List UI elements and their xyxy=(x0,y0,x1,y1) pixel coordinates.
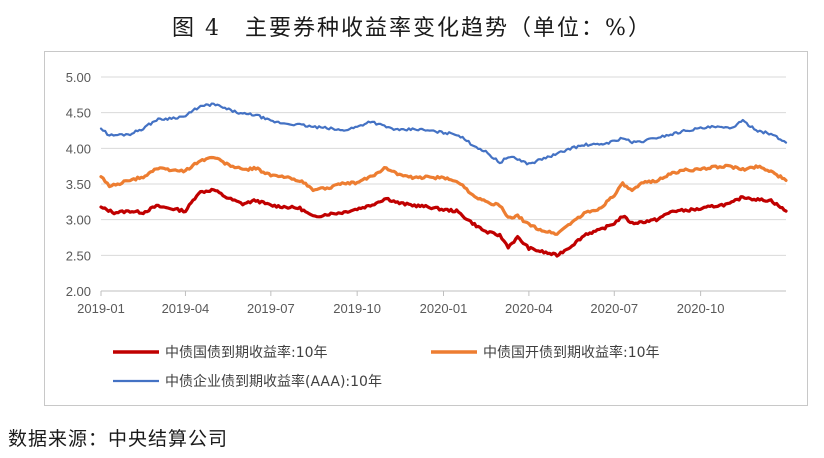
x-tick-label: 2019-07 xyxy=(247,301,295,316)
y-tick-label: 4.50 xyxy=(66,106,91,121)
x-tick-label: 2020-01 xyxy=(420,301,468,316)
legend: 中债国债到期收益率:10年 中债国开债到期收益率:10年中债企业债到期收益率(AA… xyxy=(113,344,660,390)
y-tick-label: 3.00 xyxy=(66,213,91,228)
x-tick-label: 2019-04 xyxy=(162,301,210,316)
x-tick-label: 2020-10 xyxy=(677,301,725,316)
source-note: 数据来源：中央结算公司 xyxy=(8,428,229,450)
legend-label-1: 中债国开债到期收益率:10年 xyxy=(483,344,660,361)
legend-label-2: 中债企业债到期收益率(AAA):10年 xyxy=(165,373,382,390)
y-tick-label: 5.00 xyxy=(66,70,91,85)
y-tick-label: 2.00 xyxy=(66,284,91,299)
series-line-0 xyxy=(99,187,788,258)
legend-label-0: 中债国债到期收益率:10年 xyxy=(165,344,328,361)
x-tick-label: 2019-01 xyxy=(77,301,125,316)
x-tick-label: 2020-07 xyxy=(590,301,638,316)
gridlines xyxy=(101,76,786,292)
chart-area xyxy=(44,51,808,406)
axes: 5.00 4.50 4.00 3.50 3.00 2.50 2.00 2019-01 2019-… xyxy=(66,70,786,316)
y-tick-label: 3.50 xyxy=(66,177,91,192)
chart-title: 图 4 主要券种收益率变化趋势（单位：%） xyxy=(172,16,652,41)
series-line-2 xyxy=(99,102,788,166)
y-tick-label: 2.50 xyxy=(66,248,91,263)
series-lines xyxy=(99,102,788,258)
series-line-1 xyxy=(99,155,788,236)
y-tick-label: 4.00 xyxy=(66,141,91,156)
x-tick-label: 2019-10 xyxy=(333,301,381,316)
x-tick-label: 2020-04 xyxy=(505,301,553,316)
